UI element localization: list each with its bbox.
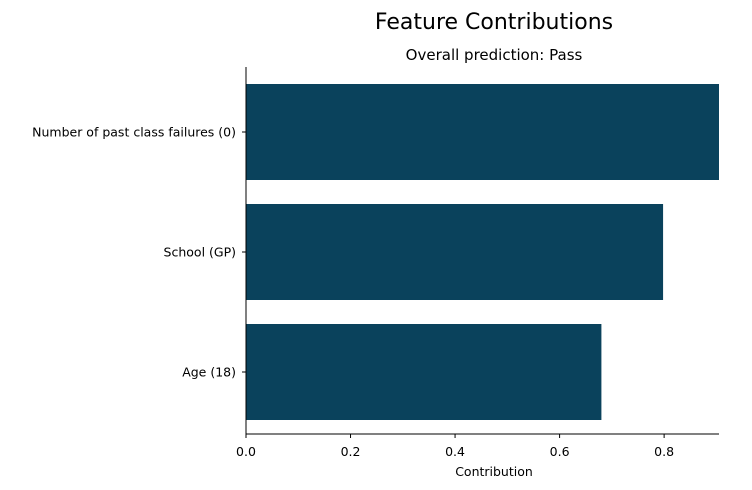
y-tick-label: School (GP) [164, 245, 236, 260]
y-tick-label: Age (18) [182, 365, 236, 380]
y-tick-label: Number of past class failures (0) [32, 125, 236, 140]
x-tick-label: 0.2 [341, 444, 361, 459]
x-tick-label: 0.6 [550, 444, 570, 459]
chart-subtitle: Overall prediction: Pass [406, 46, 583, 64]
bar [246, 324, 602, 420]
x-ticks: 0.0 0.2 0.4 0.6 0.8 [236, 434, 674, 459]
x-tick-label: 0.4 [445, 444, 465, 459]
y-tick-labels: Number of past class failures (0) School … [32, 125, 246, 380]
bar [246, 204, 664, 300]
x-axis-label: Contribution [455, 464, 533, 479]
bar [246, 84, 719, 180]
x-tick-label: 0.0 [236, 444, 256, 459]
chart-title: Feature Contributions [375, 10, 613, 35]
x-tick-label: 0.8 [654, 444, 674, 459]
bars-group [246, 84, 719, 420]
